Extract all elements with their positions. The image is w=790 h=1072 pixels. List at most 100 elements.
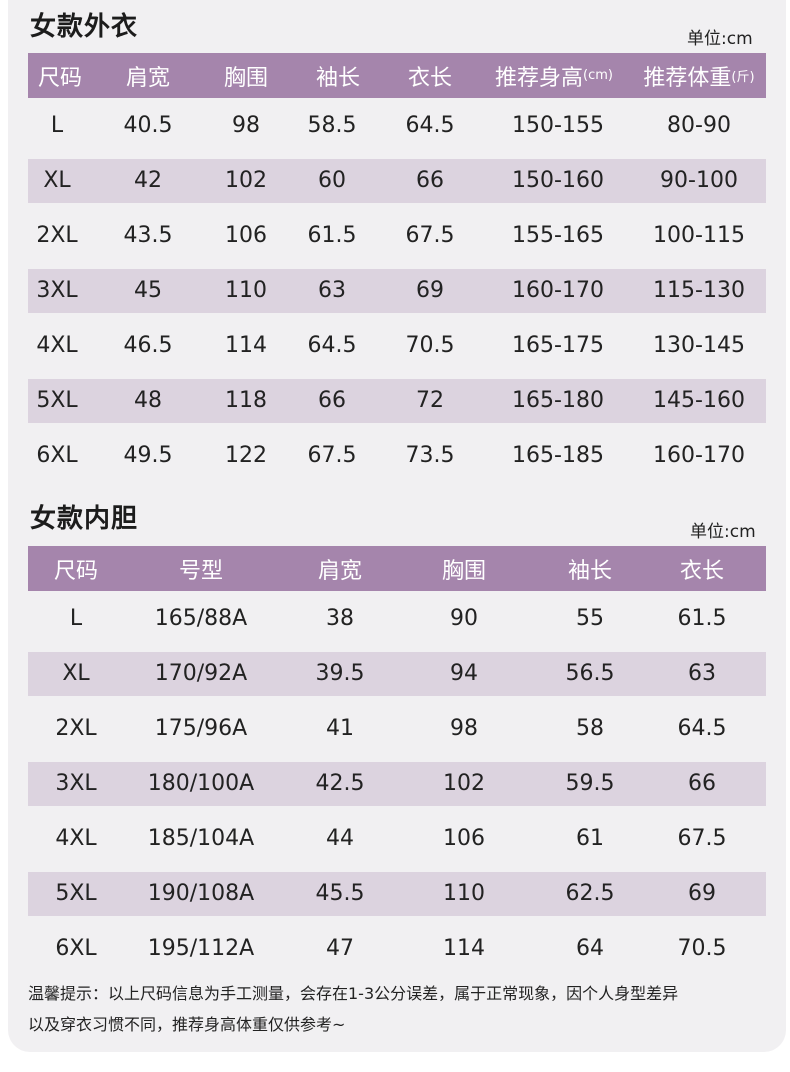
outer-size-table: 尺码 肩宽 胸围 袖长 衣长 推荐身高 (cm) 推荐体重 (斤) L 40.5 98 5… [28, 53, 766, 483]
inner-table-cell: 195/112A [147, 936, 255, 961]
outer-table-cell: 40.5 [123, 113, 173, 138]
outer-table-cell: 66 [416, 168, 444, 193]
inner-table-cell: 98 [450, 716, 478, 741]
inner-table-cell: 4XL [55, 826, 97, 851]
inner-table-cell: 56.5 [565, 661, 615, 686]
outer-table-cell: 100-115 [653, 223, 745, 248]
inner-table-cell: 62.5 [565, 881, 615, 906]
outer-table-cell: 165-175 [512, 333, 604, 358]
outer-header-shoulder: 肩宽 [125, 65, 170, 91]
outer-header-sleeve: 袖长 [315, 65, 360, 91]
inner-table-cell: 70.5 [677, 936, 727, 961]
outer-header-weight: 推荐体重 (斤) [632, 53, 766, 98]
inner-table-cell: 61 [576, 826, 604, 851]
inner-table-row: 4XL 185/104A 44 106 61 67.5 [28, 811, 766, 866]
inner-table-cell: 69 [688, 881, 716, 906]
outer-table-cell: 45 [134, 278, 162, 303]
outer-table-cell: 6XL [36, 443, 78, 468]
outer-table-cell: 63 [318, 278, 346, 303]
inner-table-cell: 90 [450, 606, 478, 631]
outer-table-body: L 40.5 98 58.5 64.5 150-155 80-90 XL 42 102 60 66 15… [28, 98, 766, 483]
inner-header-chest: 胸围 [441, 558, 486, 584]
outer-table-cell: 110 [225, 278, 267, 303]
inner-table-cell: 180/100A [147, 771, 255, 796]
outer-header-length: 衣长 [407, 65, 452, 91]
inner-unit-label: 单位:cm [690, 522, 756, 542]
outer-table-cell: 5XL [36, 388, 78, 413]
inner-header-shoulder: 肩宽 [317, 558, 362, 584]
inner-table-cell: 102 [443, 771, 485, 796]
inner-table-cell: 190/108A [147, 881, 255, 906]
outer-table-cell: 2XL [36, 223, 78, 248]
outer-table-cell: 42 [134, 168, 162, 193]
inner-table-cell: 110 [443, 881, 485, 906]
outer-table-cell: 58.5 [307, 113, 357, 138]
inner-header-size: 尺码 [53, 558, 98, 584]
outer-table-cell: 3XL [36, 278, 78, 303]
outer-table-cell: 70.5 [405, 333, 455, 358]
outer-header-chest: 胸围 [223, 65, 268, 91]
inner-table-cell: 114 [443, 936, 485, 961]
inner-table-cell: 185/104A [147, 826, 255, 851]
inner-table-cell: 2XL [55, 716, 97, 741]
outer-table-cell: 67.5 [307, 443, 357, 468]
outer-header-weight-label: 推荐体重 [643, 65, 732, 91]
outer-table-cell: 73.5 [405, 443, 455, 468]
inner-table-row: XL 170/92A 39.5 94 56.5 63 [28, 651, 766, 696]
outer-table-cell: 72 [416, 388, 444, 413]
outer-table-row: 5XL 48 118 66 72 165-180 145-160 [28, 378, 766, 423]
inner-table-cell: 44 [326, 826, 354, 851]
inner-table-cell: 106 [443, 826, 485, 851]
outer-header-height-unit: (cm) [583, 68, 613, 83]
outer-table-cell: 150-155 [512, 113, 604, 138]
outer-table-cell: 46.5 [123, 333, 173, 358]
outer-table-row: XL 42 102 60 66 150-160 90-100 [28, 158, 766, 203]
size-notice-line-2: 以及穿衣习惯不同，推荐身高体重仅供参考~ [28, 1015, 346, 1034]
outer-table-cell: 160-170 [653, 443, 745, 468]
outer-table-cell: 64.5 [307, 333, 357, 358]
inner-table-cell: 61.5 [677, 606, 727, 631]
inner-table-cell: 67.5 [677, 826, 727, 851]
outer-table-cell: 165-185 [512, 443, 604, 468]
inner-table-cell: 55 [576, 606, 604, 631]
inner-table-cell: 45.5 [315, 881, 365, 906]
inner-table-cell: 3XL [55, 771, 97, 796]
outer-header-height-label: 推荐身高 [495, 65, 584, 91]
outer-table-cell: 69 [416, 278, 444, 303]
outer-table-cell: 130-145 [653, 333, 745, 358]
inner-table-cell: 42.5 [315, 771, 365, 796]
outer-table-cell: 114 [225, 333, 267, 358]
inner-table-cell: 175/96A [154, 716, 248, 741]
outer-table-cell: 150-160 [512, 168, 604, 193]
outer-table-row: 3XL 45 110 63 69 160-170 115-130 [28, 268, 766, 313]
inner-table-row: 2XL 175/96A 41 98 58 64.5 [28, 701, 766, 756]
outer-table-cell: 80-90 [667, 113, 731, 138]
inner-table-body: L 165/88A 38 90 55 61.5 XL 170/92A 39.5 94 56.5 63 2… [28, 591, 766, 976]
outer-table-cell: 106 [225, 223, 267, 248]
outer-section-title: 女款外衣 [30, 12, 139, 42]
outer-table-cell: L [50, 113, 64, 138]
outer-table-cell: 67.5 [405, 223, 455, 248]
outer-table-cell: 145-160 [653, 388, 745, 413]
outer-header-height: 推荐身高 (cm) [482, 53, 626, 98]
inner-header-sleeve: 袖长 [567, 558, 612, 584]
size-notice-line-1: 温馨提示：以上尺码信息为手工测量，会存在1-3公分误差，属于正常现象，因个人身型… [28, 984, 679, 1003]
outer-table-cell: 165-180 [512, 388, 604, 413]
inner-table-cell: 6XL [55, 936, 97, 961]
outer-table-cell: 4XL [36, 333, 78, 358]
inner-table-cell: L [69, 606, 83, 631]
inner-table-cell: 39.5 [315, 661, 365, 686]
inner-header-model: 号型 [178, 558, 223, 584]
inner-table-cell: 165/88A [154, 606, 248, 631]
inner-table-cell: 170/92A [154, 661, 248, 686]
outer-table-header: 尺码 肩宽 胸围 袖长 衣长 推荐身高 (cm) 推荐体重 (斤) [28, 53, 766, 98]
inner-section-title: 女款内胆 [30, 504, 139, 534]
outer-table-cell: XL [43, 168, 71, 193]
outer-table-cell: 61.5 [307, 223, 357, 248]
outer-table-cell: 115-130 [653, 278, 745, 303]
outer-table-row: 6XL 49.5 122 67.5 73.5 165-185 160-170 [28, 428, 766, 483]
outer-table-row: 4XL 46.5 114 64.5 70.5 165-175 130-145 [28, 318, 766, 373]
outer-table-cell: 118 [225, 388, 267, 413]
outer-table-cell: 102 [225, 168, 267, 193]
outer-table-cell: 60 [318, 168, 346, 193]
